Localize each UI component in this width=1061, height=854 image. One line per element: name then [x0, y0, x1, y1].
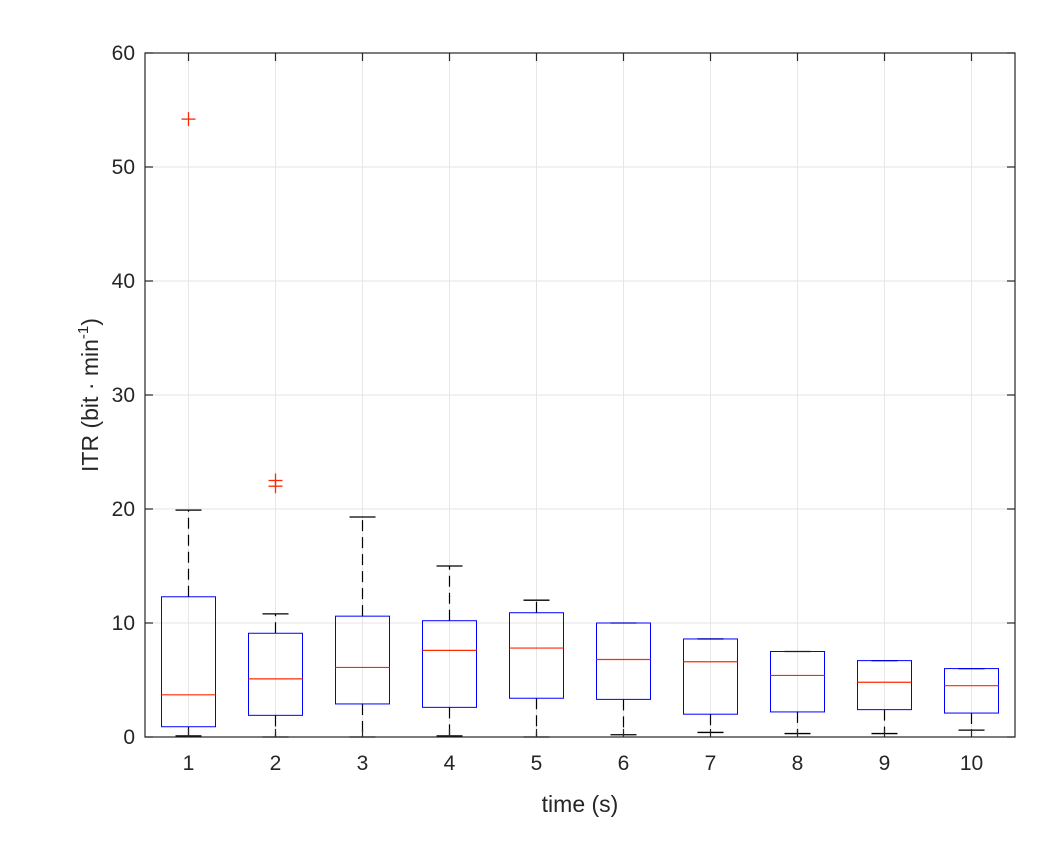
- box-layer: [161, 112, 999, 738]
- box-iqr: [335, 615, 390, 705]
- y-tick-label: 50: [112, 156, 135, 179]
- x-tick-label: 2: [270, 752, 282, 775]
- grid-layer: [145, 53, 1015, 737]
- y-axis-label-suffix: ): [77, 318, 103, 326]
- box-iqr: [857, 660, 912, 711]
- y-tick-label: 10: [112, 612, 135, 635]
- y-tick-label: 60: [112, 42, 135, 65]
- box-iqr: [770, 651, 825, 713]
- box-iqr: [944, 668, 999, 714]
- x-tick-label: 1: [183, 752, 195, 775]
- x-tick-label: 4: [444, 752, 456, 775]
- x-tick-label: 3: [357, 752, 369, 775]
- box-iqr: [248, 632, 303, 716]
- box-iqr: [161, 596, 216, 728]
- x-tick-label: 10: [960, 752, 983, 775]
- box-iqr: [596, 622, 651, 700]
- outlier-marker: [181, 112, 196, 127]
- x-tick-label: 6: [618, 752, 630, 775]
- x-tick-label: 5: [531, 752, 543, 775]
- box-iqr: [509, 612, 564, 699]
- x-tick-label: 8: [792, 752, 804, 775]
- y-tick-label: 0: [123, 726, 135, 749]
- box-iqr: [422, 620, 477, 708]
- y-axis-label: ITR (bit · min-1): [75, 318, 103, 472]
- x-axis-label: time (s): [542, 791, 619, 817]
- y-tick-label: 30: [112, 384, 135, 407]
- y-axis-label-main: ITR (bit · min: [77, 339, 103, 472]
- y-tick-label: 40: [112, 270, 135, 293]
- box-group-6: [596, 622, 651, 736]
- x-tick-label: 9: [879, 752, 891, 775]
- outlier-marker: [268, 473, 283, 488]
- box-iqr: [683, 638, 738, 715]
- tick-layer: 0 10 20 30 40 50 60 1 2 3 4 5 6 7 8 9 10: [112, 42, 1015, 775]
- x-tick-label: 7: [705, 752, 717, 775]
- y-axis-label-superscript: -1: [75, 326, 92, 339]
- y-tick-label: 20: [112, 498, 135, 521]
